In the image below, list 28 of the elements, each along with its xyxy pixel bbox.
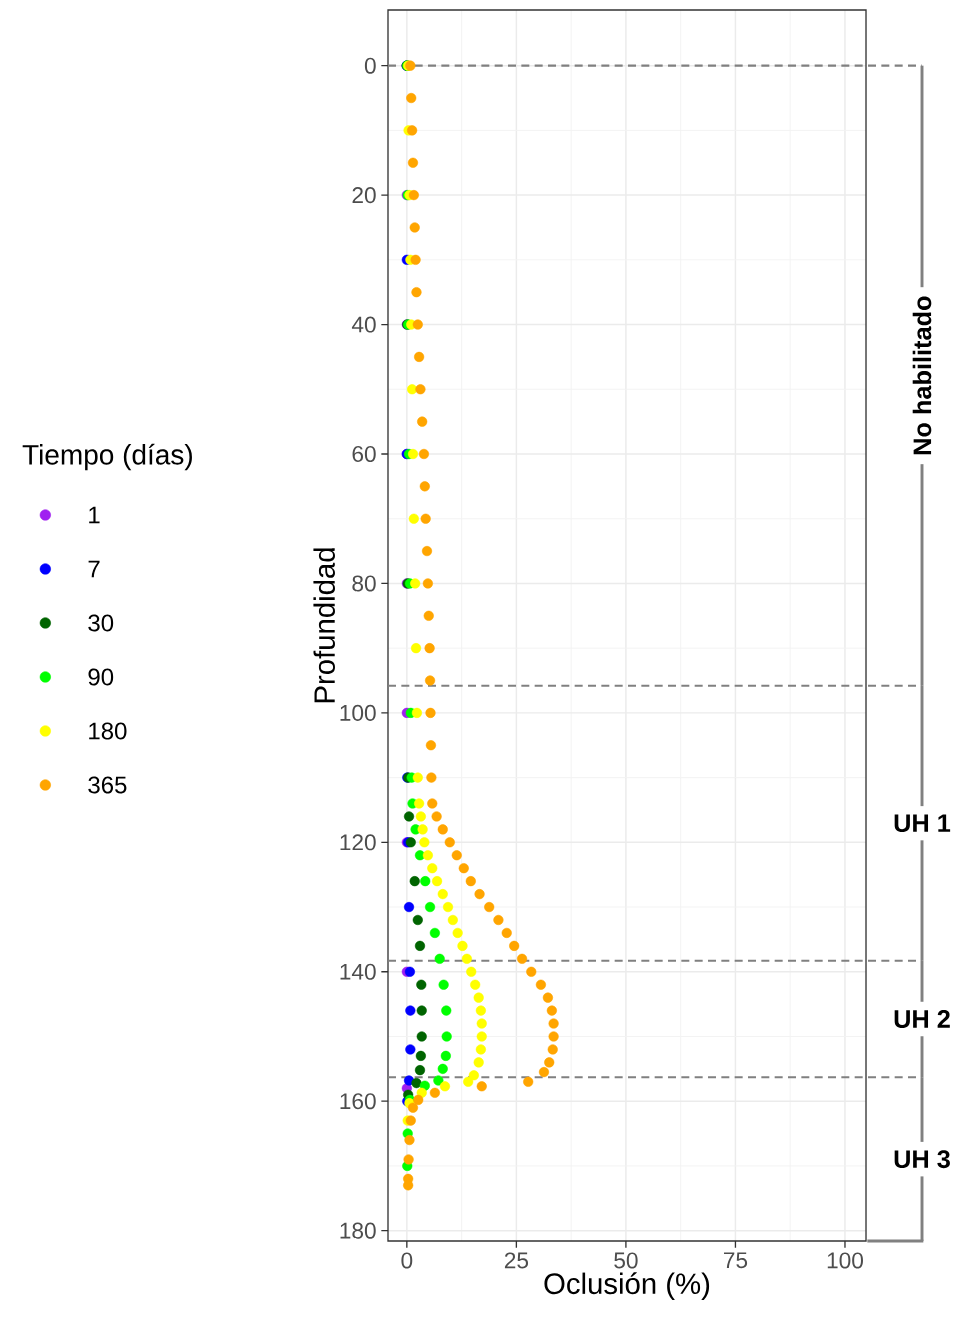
y-tick-label: 160 (340, 1093, 376, 1110)
y-tick-label: 60 (352, 445, 376, 463)
legend-label: 1 (89, 506, 100, 524)
y-tick-label: 20 (352, 187, 376, 204)
y-tick-label: 40 (351, 316, 376, 333)
x-tick-label: 0 (401, 1252, 413, 1269)
y-tick-label: 80 (352, 575, 376, 592)
legend-title: Tiempo (días) (22, 443, 192, 471)
legend-label: 7 (88, 560, 100, 578)
y-tick-label: 0 (364, 57, 376, 74)
x-tick-label: 50 (614, 1252, 638, 1269)
x-axis-title: Oclusión (%) (544, 1272, 710, 1300)
legend-label: 365 (88, 776, 127, 794)
y-tick-label: 100 (340, 704, 376, 721)
legend-label: 30 (88, 614, 114, 632)
legend-label: 180 (89, 722, 127, 740)
y-tick-label: 140 (340, 963, 376, 980)
x-tick-label: 75 (724, 1252, 748, 1269)
y-tick-label: 180 (340, 1222, 376, 1239)
text: UH 2 (894, 1010, 950, 1028)
x-tick-label: 100 (827, 1252, 863, 1269)
text: No habilitado (912, 296, 932, 455)
text: UH 3 (894, 1150, 950, 1169)
y-tick-label: 120 (340, 834, 376, 851)
legend-label: 90 (88, 668, 114, 686)
text: UH 1 (894, 814, 951, 833)
y-axis-title: Profundidad (313, 548, 335, 703)
x-tick-label: 25 (504, 1252, 529, 1269)
